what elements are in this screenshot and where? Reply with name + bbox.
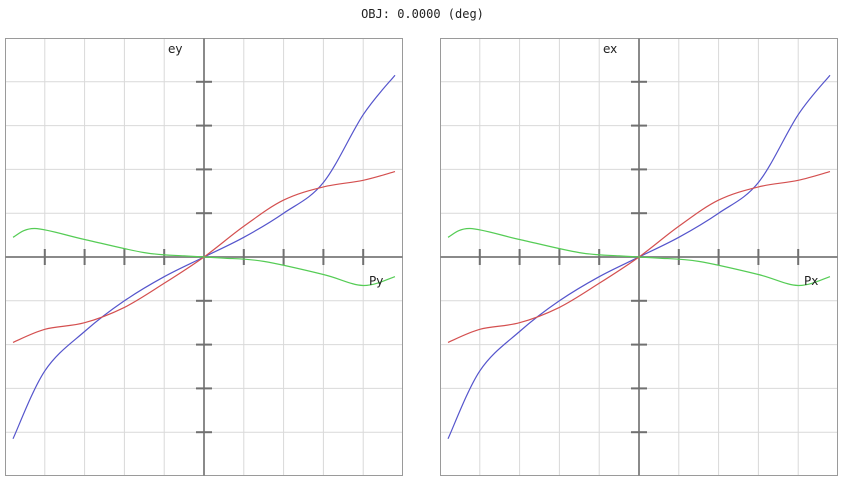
curves bbox=[447, 74, 831, 440]
ticks bbox=[478, 80, 800, 434]
y-axis-label: ey bbox=[168, 42, 182, 56]
ticks bbox=[43, 80, 365, 434]
chart-title: OBJ: 0.0000 (deg) bbox=[361, 7, 484, 21]
y-axis-label: ex bbox=[603, 42, 617, 56]
x-axis-label: Px bbox=[804, 274, 818, 288]
curves bbox=[12, 74, 396, 440]
series-line-3 bbox=[12, 227, 396, 287]
ray-fan-plot-y: ey Py bbox=[5, 38, 403, 476]
x-axis-label: Py bbox=[369, 274, 383, 288]
series-line-3 bbox=[447, 227, 831, 287]
ray-fan-plot-x: ex Px bbox=[440, 38, 838, 476]
